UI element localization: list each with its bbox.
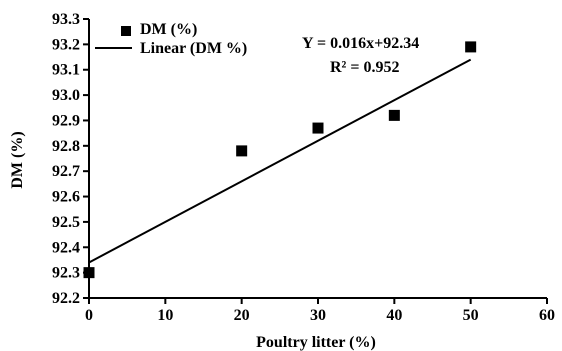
y-axis-title: DM (%) — [9, 131, 26, 188]
legend-entry-series: DM (%) — [140, 21, 197, 38]
ticks: 0 10 20 30 40 50 60 92.2 92.3 92.4 92.5 92.6 92.7 92.… — [52, 11, 555, 324]
x-tick-label: 20 — [234, 307, 250, 324]
axes — [88, 19, 547, 299]
data-point — [465, 41, 477, 53]
x-tick-label: 0 — [85, 307, 93, 324]
y-tick-label: 93.0 — [52, 87, 80, 104]
y-tick-label: 93.3 — [52, 11, 80, 28]
trendline — [88, 58, 472, 264]
y-tick-label: 92.9 — [52, 112, 80, 129]
y-tick-label: 93.2 — [52, 36, 80, 53]
y-tick-label: 92.8 — [52, 138, 80, 155]
trendline-group — [88, 58, 472, 264]
x-tick-label: 40 — [386, 307, 402, 324]
x-tick-label: 10 — [157, 307, 173, 324]
data-point — [236, 145, 248, 157]
data-point — [83, 267, 95, 279]
y-tick-label: 93.1 — [52, 62, 80, 79]
x-tick-label: 30 — [310, 307, 326, 324]
legend-marker-icon — [121, 26, 131, 36]
y-tick-label: 92.3 — [52, 265, 80, 282]
y-tick-label: 92.7 — [52, 163, 80, 180]
data-point — [312, 122, 324, 134]
data-points — [83, 41, 477, 279]
x-tick-label: 60 — [539, 307, 555, 324]
x-axis-title: Poultry litter (%) — [256, 334, 376, 351]
r-squared-annotation: R² = 0.952 — [330, 59, 399, 76]
legend-entry-trendline: Linear (DM %) — [140, 40, 247, 57]
legend: DM (%) Linear (DM %) — [95, 21, 247, 57]
data-point — [388, 109, 400, 121]
y-tick-label: 92.5 — [52, 214, 80, 231]
y-tick-label: 92.4 — [52, 239, 80, 256]
x-tick-label: 50 — [463, 307, 479, 324]
y-tick-label: 92.6 — [52, 189, 80, 206]
y-tick-label: 92.2 — [52, 290, 80, 307]
equation-annotation: Y = 0.016x+92.34 — [302, 35, 419, 52]
